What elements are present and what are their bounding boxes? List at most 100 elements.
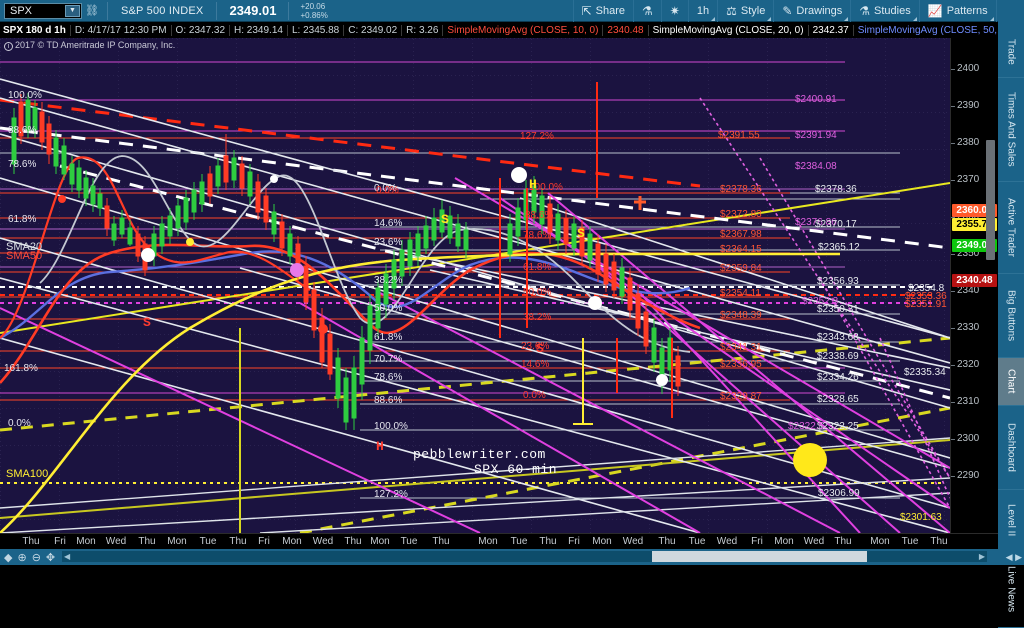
- vertical-scrollbar[interactable]: [986, 140, 995, 260]
- symbol-value: SPX: [10, 4, 33, 17]
- red-dashed-down: [0, 98, 701, 188]
- price-annotation-label: $2359.84: [720, 263, 762, 274]
- price-axis[interactable]: 2400239023802370236023502340233023202310…: [950, 38, 998, 533]
- sidebar-tab-big-buttons[interactable]: Big Buttons: [998, 274, 1024, 358]
- candlestick-series-mid: [151, 134, 333, 380]
- pan-hand-icon[interactable]: ✥: [45, 551, 56, 564]
- settings-button[interactable]: ✷: [660, 0, 688, 22]
- time-axis-tick: Tue: [901, 536, 919, 547]
- time-axis-tick: Wed: [105, 536, 127, 547]
- fib-level-label: 70.7%: [374, 354, 403, 365]
- horizontal-scrollbar[interactable]: ◀ ▶: [62, 551, 987, 562]
- share-button[interactable]: ⇱ Share: [572, 0, 633, 22]
- candlestick-series-right: [507, 176, 681, 396]
- time-axis-tick: Wed: [312, 536, 334, 547]
- fib-level-label: 23.6%: [521, 341, 550, 352]
- price-axis-tick: 2400: [950, 63, 980, 74]
- price-annotation-label: $2329.87: [720, 391, 762, 402]
- sidebar-tab-level-ii[interactable]: Level II: [998, 490, 1024, 552]
- caret-icon: [989, 16, 994, 21]
- last-price-badge[interactable]: 2349.02: [952, 239, 997, 252]
- magenta-descending-fan: [0, 177, 950, 533]
- time-axis-tick: Mon: [370, 536, 390, 547]
- price-annotation-label: $2350.31: [817, 304, 859, 315]
- timeframe-button[interactable]: 1h: [687, 0, 717, 22]
- sma10-price-badge[interactable]: 2340.48: [952, 274, 997, 287]
- drawings-button[interactable]: ✎ Drawings: [773, 0, 850, 22]
- scroll-left-arrow[interactable]: ◀: [64, 552, 71, 561]
- price-annotation-label: $2338.69: [817, 351, 859, 362]
- candlestick-series-valley: [335, 200, 469, 430]
- price-annotation-label: $2354.8: [908, 283, 945, 294]
- sidebar-scroll-arrows[interactable]: ◀ ▶: [998, 549, 1024, 565]
- sidebar-tab-chart[interactable]: Chart: [998, 358, 1024, 406]
- sma-high-badge[interactable]: 2360.06: [952, 204, 997, 217]
- studies-button[interactable]: ⚗ Studies: [850, 0, 918, 22]
- price-axis-tick: 2290: [950, 470, 980, 481]
- price-annotation-label: $2343.68: [817, 332, 859, 343]
- fib-level-label: 88.6%: [374, 395, 403, 406]
- price-annotation-label: $2370.17: [815, 219, 857, 230]
- price-annotation-label: $2365.12: [818, 242, 860, 253]
- style-label: Style: [740, 4, 766, 17]
- sidebar-tab-dashboard[interactable]: Dashboard: [998, 406, 1024, 490]
- sidebar-tab-active-trader[interactable]: Active Trader: [998, 182, 1024, 274]
- price-axis-tick: 2340: [950, 285, 980, 296]
- price-axis-tick: 2370: [950, 174, 980, 185]
- sma20-price-badge[interactable]: 2355.78: [952, 218, 997, 231]
- fib-level-label: 78.6%: [523, 230, 552, 241]
- drawings-label: Drawings: [796, 4, 843, 17]
- sma50-label[interactable]: SimpleMovingAvg (CLOSE, 50, 0): [852, 24, 1013, 36]
- zoom-in-icon[interactable]: ⊕: [17, 551, 27, 564]
- crosshair-pointer-icon[interactable]: ◆: [4, 551, 13, 564]
- fib-level-label: 78.6%: [8, 159, 37, 170]
- studies-flask-button[interactable]: ⚗: [633, 0, 661, 22]
- price-annotation-label: $2322.25: [817, 421, 859, 432]
- symbol-select[interactable]: SPX ▼: [4, 2, 82, 19]
- time-axis-tick: Wed: [803, 536, 825, 547]
- fib-level-label: 88.6%: [525, 210, 554, 221]
- price-change: +20.06 +0.86%: [294, 2, 333, 20]
- time-axis[interactable]: Thu Fri Mon Wed Thu Mon Tue Thu Fri Mon Wed Thu Mon T…: [0, 533, 998, 549]
- sidebar-tab-times-and-sales[interactable]: Times And Sales: [998, 78, 1024, 182]
- watermark-subtitle: SPX 60-min: [474, 462, 558, 477]
- white-dashed-down-b: [59, 164, 950, 400]
- fib-level-label: 0.0%: [376, 185, 399, 196]
- fib-level-label: 78.6%: [374, 372, 403, 383]
- fib-level-label: 0.0%: [374, 183, 397, 194]
- price-annotation-label: $2351.91: [905, 299, 947, 310]
- info-icon: i: [4, 42, 13, 51]
- chevron-down-icon[interactable]: ▼: [65, 4, 80, 17]
- sma-legend-label: SMA100: [6, 468, 49, 480]
- style-button[interactable]: ⚖ Style: [717, 0, 773, 22]
- time-axis-tick: Mon: [282, 536, 302, 547]
- scroll-right-arrow[interactable]: ▶: [978, 552, 985, 561]
- price-annotation-label: $2400.91: [795, 94, 837, 105]
- price-annotation-label: $2353.36: [905, 291, 947, 302]
- divider: [106, 1, 108, 20]
- patterns-button[interactable]: 📈 Patterns: [918, 0, 996, 22]
- sma10-value: 2340.48: [602, 24, 647, 36]
- sma-legend-label: SMA50: [6, 250, 43, 262]
- chart-title: SPX 180 d 1h: [3, 24, 66, 36]
- pencil-icon: ✎: [782, 3, 793, 18]
- yellow-trendline-a: [0, 182, 950, 334]
- time-axis-tick: Thu: [539, 536, 557, 547]
- sidebar-tab-trade[interactable]: Trade: [998, 26, 1024, 78]
- quote-date: D: 4/17/17 12:30 PM: [69, 24, 171, 36]
- price-chart-canvas[interactable]: i 2017 © TD Ameritrade IP Company, Inc. p…: [0, 38, 950, 533]
- scrollbar-thumb[interactable]: [652, 551, 867, 562]
- pivot-marker-label: S: [577, 226, 585, 241]
- price-axis-tick: 2390: [950, 100, 980, 111]
- sma20-value: 2342.37: [807, 24, 853, 36]
- link-chain-icon[interactable]: ⛓: [85, 5, 99, 17]
- fib-level-label: 100.0%: [8, 90, 42, 101]
- share-icon: ⇱: [581, 3, 592, 18]
- quote-range: R: 3.26: [401, 24, 442, 36]
- fib-level-label: 38.2%: [523, 312, 552, 323]
- sma10-label[interactable]: SimpleMovingAvg (CLOSE, 10, 0): [442, 24, 602, 36]
- timeframe-label: 1h: [696, 4, 710, 17]
- time-axis-tick: Thu: [138, 536, 156, 547]
- sma20-label[interactable]: SimpleMovingAvg (CLOSE, 20, 0): [647, 24, 808, 36]
- zoom-out-icon[interactable]: ⊖: [31, 551, 41, 564]
